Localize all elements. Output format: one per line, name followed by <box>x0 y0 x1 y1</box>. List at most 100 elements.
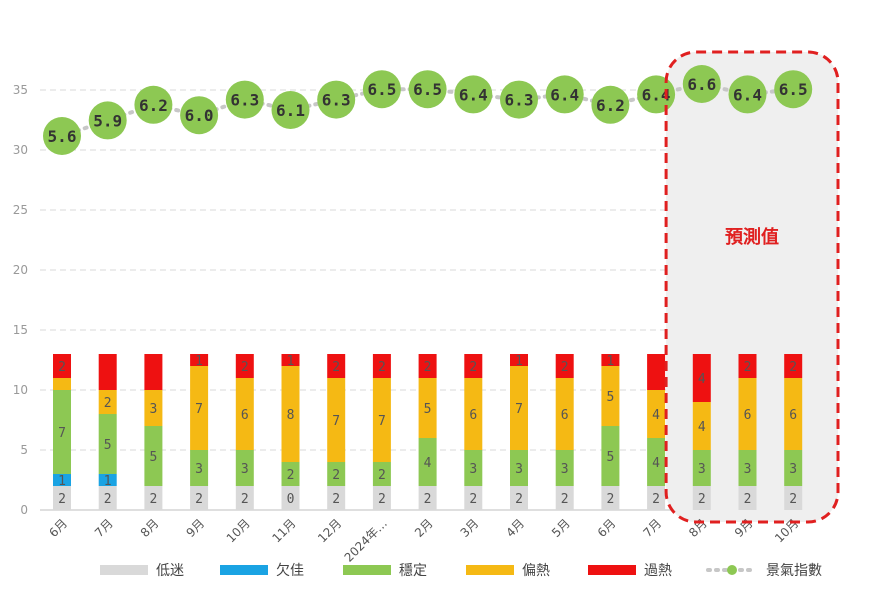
bar-label: 2 <box>104 492 112 507</box>
bar-label: 5 <box>606 390 614 405</box>
bar-label: 4 <box>698 420 706 435</box>
bar-label: 6 <box>561 408 569 423</box>
bar-label: 2 <box>606 492 614 507</box>
bar-segment <box>190 366 209 450</box>
forecast-label: 預測值 <box>725 226 779 248</box>
x-tick-label: 10月 <box>224 516 253 545</box>
bar-label: 2 <box>561 360 569 375</box>
bar-label: 3 <box>149 402 157 417</box>
bar-label: 2 <box>424 360 432 375</box>
x-tick-label: 2月 <box>412 516 436 540</box>
bar-segment <box>464 354 483 378</box>
bar-label: 2 <box>652 492 660 507</box>
legend-swatch <box>343 565 391 575</box>
bar-segment <box>372 462 391 486</box>
bar-segment <box>647 390 666 438</box>
line-point <box>88 101 127 140</box>
x-tick-label: 6月 <box>46 516 70 540</box>
legend: 低迷 欠佳 穩定 偏熱 過熱 景氣指數 <box>100 563 822 579</box>
bar-label: 2 <box>789 360 797 375</box>
bar-segment <box>372 354 391 378</box>
bar-label: 2 <box>58 360 66 375</box>
bar-label: 2 <box>332 468 340 483</box>
bar-label: 4 <box>424 456 432 471</box>
bar-segment <box>98 474 117 486</box>
legend-label: 過熱 <box>644 563 672 579</box>
bar-label: 1 <box>195 354 203 369</box>
bar-segment <box>190 354 209 366</box>
bar-segment <box>418 378 437 438</box>
bar-segment <box>510 450 528 486</box>
legend-swatch <box>466 565 514 575</box>
bar-label: 7 <box>515 402 523 417</box>
bar-segment <box>738 378 757 450</box>
bar-label: 2 <box>698 492 706 507</box>
bar-segment <box>464 378 483 450</box>
line-point <box>500 80 538 119</box>
bar-segment <box>372 378 391 462</box>
bar-segment <box>555 354 574 378</box>
line-point-label: 6.2 <box>139 96 168 115</box>
bar-segment <box>555 450 574 486</box>
line-point-label: 6.3 <box>322 91 351 110</box>
bar-segment <box>53 354 71 378</box>
bar-label: 3 <box>469 462 477 477</box>
bar-segment <box>190 486 209 510</box>
legend-swatch <box>100 565 148 575</box>
bar-label: 2 <box>58 492 66 507</box>
line-point-label: 5.9 <box>93 111 122 130</box>
line-point <box>637 75 676 114</box>
bar-label: 3 <box>195 462 203 477</box>
bar-label: 0 <box>287 492 295 507</box>
bar-segment <box>510 354 528 366</box>
bar-label: 2 <box>515 492 523 507</box>
bar-segment <box>327 354 346 378</box>
line-point-label: 6.4 <box>550 85 579 104</box>
bar-label: 2 <box>561 492 569 507</box>
bar-segment <box>692 486 711 510</box>
bar-segment <box>692 402 711 450</box>
bar-label: 6 <box>789 408 797 423</box>
bar-segment <box>144 354 163 390</box>
line-point <box>728 75 767 114</box>
forecast-dashed-border <box>664 50 840 524</box>
line-point <box>180 96 219 135</box>
bar-label: 2 <box>241 492 249 507</box>
x-tick-label: 8月 <box>138 516 162 540</box>
bar-label: 3 <box>744 462 752 477</box>
bar-segment <box>235 486 254 510</box>
bar-segment <box>510 486 528 510</box>
bar-segment <box>144 426 163 486</box>
line-point-label: 6.5 <box>367 80 396 99</box>
bar-label: 2 <box>744 492 752 507</box>
bar-label: 2 <box>332 492 340 507</box>
bar-segment <box>98 354 117 390</box>
bar-segment <box>144 486 163 510</box>
line-point-label: 6.3 <box>505 91 534 110</box>
bar-label: 3 <box>789 462 797 477</box>
line-point <box>408 70 447 109</box>
bar-segment <box>372 486 391 510</box>
bar-segment <box>235 450 254 486</box>
bar-segment <box>647 486 666 510</box>
bar-label: 5 <box>149 450 157 465</box>
bar-label: 2 <box>744 360 752 375</box>
bar-segment <box>784 486 803 510</box>
line-point-label: 6.1 <box>276 101 305 120</box>
bar-segment <box>510 366 528 450</box>
bar-segment <box>53 486 71 510</box>
x-tick-label: 7月 <box>640 516 664 540</box>
bar-label: 7 <box>332 414 340 429</box>
bar-label: 2 <box>424 492 432 507</box>
bar-label: 7 <box>378 414 386 429</box>
line-point <box>682 65 721 103</box>
bar-segment <box>555 486 574 510</box>
line-point <box>43 117 81 155</box>
bar-segment <box>418 354 437 378</box>
y-tick-label: 5 <box>20 443 28 457</box>
bar-segment <box>98 390 117 414</box>
legend-line-marker <box>727 565 737 575</box>
bar-segment <box>464 450 483 486</box>
y-tick-label: 10 <box>13 383 28 397</box>
